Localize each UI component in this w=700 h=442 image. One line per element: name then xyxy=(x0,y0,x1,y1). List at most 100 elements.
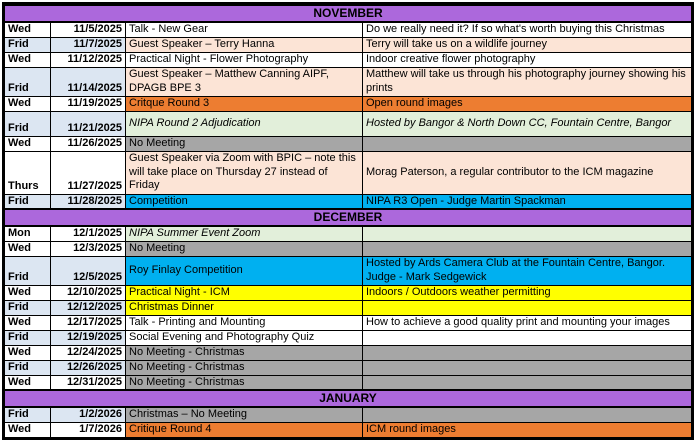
date-cell: 12/19/2025 xyxy=(50,329,126,346)
day-cell: Frid xyxy=(4,329,51,346)
event-cell: Talk - New Gear xyxy=(125,21,363,38)
notes-cell: How to achieve a good quality print and … xyxy=(362,314,692,331)
schedule-row: Frid 12/26/2025 No Meeting - Christmas xyxy=(4,359,692,376)
schedule-table-body: NOVEMBER Wed 11/5/2025 Talk - New Gear Do we… xyxy=(4,4,692,438)
day-cell: Wed xyxy=(4,21,51,38)
date-cell: 11/21/2025 xyxy=(50,110,126,137)
date-cell: 11/26/2025 xyxy=(50,135,126,152)
event-cell: Critque Round 3 xyxy=(125,95,363,112)
day-cell: Wed xyxy=(4,95,51,112)
month-header-november: NOVEMBER xyxy=(4,4,692,23)
schedule-row: Mon 12/1/2025 NIPA Summer Event Zoom xyxy=(4,225,692,243)
schedule-row: Wed 12/24/2025 No Meeting - Christmas xyxy=(4,344,692,361)
notes-cell xyxy=(362,241,692,257)
schedule-row: Frid 12/12/2025 Christmas Dinner xyxy=(4,299,692,316)
schedule-row: Frid 12/19/2025 Social Evening and Photogr… xyxy=(4,329,692,346)
event-cell: Christmas Dinner xyxy=(125,299,363,316)
schedule-row: Wed 11/12/2025 Practical Night - Flower Ph… xyxy=(4,51,692,68)
schedule-row: Wed 11/19/2025 Critque Round 3 Open round i… xyxy=(4,95,692,112)
event-cell: Guest Speaker – Matthew Canning AIPF, DP… xyxy=(125,66,363,97)
date-cell: 12/3/2025 xyxy=(50,241,126,257)
event-cell: No Meeting - Christmas xyxy=(125,374,363,391)
event-cell: No Meeting - Christmas xyxy=(125,359,363,376)
date-cell: 11/19/2025 xyxy=(50,95,126,112)
notes-cell: Indoors / Outdoors weather permitting xyxy=(362,284,692,301)
month-header-row: NOVEMBER xyxy=(4,4,692,23)
date-cell: 1/7/2026 xyxy=(50,422,126,438)
notes-cell: Morag Paterson, a regular contributor to… xyxy=(362,150,692,195)
event-cell: No Meeting xyxy=(125,135,363,152)
schedule-row: Frid 11/7/2025 Guest Speaker – Terry Hanna… xyxy=(4,36,692,53)
day-cell: Frid xyxy=(4,66,51,97)
date-cell: 12/10/2025 xyxy=(50,284,126,301)
month-header-january: JANUARY xyxy=(4,389,692,409)
schedule-sheet: NOVEMBER Wed 11/5/2025 Talk - New Gear Do we… xyxy=(2,2,694,440)
notes-cell: Do we really need it? If so what's worth… xyxy=(362,21,692,38)
notes-cell xyxy=(362,135,692,152)
date-cell: 11/27/2025 xyxy=(50,150,126,195)
schedule-row: Frid 11/28/2025 Competition NIPA R3 Open - … xyxy=(4,193,692,210)
schedule-row: Wed 11/26/2025 No Meeting xyxy=(4,135,692,152)
notes-cell: Hosted by Bangor & North Down CC, Founta… xyxy=(362,110,692,137)
day-cell: Wed xyxy=(4,241,51,257)
date-cell: 11/28/2025 xyxy=(50,193,126,210)
date-cell: 1/2/2026 xyxy=(50,406,126,424)
day-cell: Mon xyxy=(4,225,51,243)
notes-cell: Indoor creative flower photography xyxy=(362,51,692,68)
notes-cell: ICM round images xyxy=(362,422,692,438)
notes-cell xyxy=(362,359,692,376)
notes-cell: Terry will take us on a wildlife journey xyxy=(362,36,692,53)
date-cell: 11/14/2025 xyxy=(50,66,126,97)
notes-cell xyxy=(362,225,692,243)
date-cell: 12/24/2025 xyxy=(50,344,126,361)
date-cell: 12/26/2025 xyxy=(50,359,126,376)
notes-cell xyxy=(362,329,692,346)
notes-cell xyxy=(362,299,692,316)
day-cell: Frid xyxy=(4,255,51,286)
date-cell: 11/5/2025 xyxy=(50,21,126,38)
day-cell: Wed xyxy=(4,135,51,152)
notes-cell: NIPA R3 Open - Judge Martin Spackman xyxy=(362,193,692,210)
notes-cell: Open round images xyxy=(362,95,692,112)
notes-cell xyxy=(362,344,692,361)
notes-cell: Hosted by Ards Camera Club at the Founta… xyxy=(362,255,692,286)
day-cell: Frid xyxy=(4,406,51,424)
date-cell: 12/5/2025 xyxy=(50,255,126,286)
event-cell: NIPA Round 2 Adjudication xyxy=(125,110,363,137)
day-cell: Wed xyxy=(4,314,51,331)
schedule-row: Frid 1/2/2026 Christmas – No Meeting xyxy=(4,406,692,424)
event-cell: Talk - Printing and Mounting xyxy=(125,314,363,331)
schedule-row: Wed 1/7/2026 Critique Round 4 ICM round ima… xyxy=(4,422,692,438)
schedule-row: Frid 12/5/2025 Roy Finlay Competition Hoste… xyxy=(4,255,692,286)
event-cell: NIPA Summer Event Zoom xyxy=(125,225,363,243)
day-cell: Frid xyxy=(4,193,51,210)
schedule-row: Frid 11/14/2025 Guest Speaker – Matthew Ca… xyxy=(4,66,692,97)
date-cell: 12/12/2025 xyxy=(50,299,126,316)
event-cell: Guest Speaker via Zoom with BPIC – note … xyxy=(125,150,363,195)
day-cell: Thurs xyxy=(4,150,51,195)
date-cell: 12/17/2025 xyxy=(50,314,126,331)
day-cell: Frid xyxy=(4,359,51,376)
event-cell: Roy Finlay Competition xyxy=(125,255,363,286)
notes-cell xyxy=(362,374,692,391)
event-cell: Critique Round 4 xyxy=(125,422,363,438)
day-cell: Wed xyxy=(4,284,51,301)
event-cell: No Meeting xyxy=(125,241,363,257)
schedule-row: Wed 11/5/2025 Talk - New Gear Do we really … xyxy=(4,21,692,38)
schedule-row: Thurs 11/27/2025 Guest Speaker via Zoom wi… xyxy=(4,150,692,195)
date-cell: 11/12/2025 xyxy=(50,51,126,68)
event-cell: Practical Night - ICM xyxy=(125,284,363,301)
day-cell: Frid xyxy=(4,299,51,316)
date-cell: 12/1/2025 xyxy=(50,225,126,243)
date-cell: 12/31/2025 xyxy=(50,374,126,391)
schedule-row: Wed 12/17/2025 Talk - Printing and Mountin… xyxy=(4,314,692,331)
month-header-row: DECEMBER xyxy=(4,208,692,228)
event-cell: No Meeting - Christmas xyxy=(125,344,363,361)
schedule-row: Wed 12/10/2025 Practical Night - ICM Indoor… xyxy=(4,284,692,301)
schedule-row: Wed 12/31/2025 No Meeting - Christmas xyxy=(4,374,692,391)
month-header-row: JANUARY xyxy=(4,389,692,409)
day-cell: Wed xyxy=(4,374,51,391)
notes-cell xyxy=(362,406,692,424)
notes-cell: Matthew will take us through his photogr… xyxy=(362,66,692,97)
club-schedule-table: NOVEMBER Wed 11/5/2025 Talk - New Gear Do we… xyxy=(4,4,692,438)
